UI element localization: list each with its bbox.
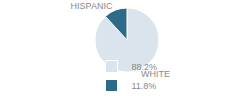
svg-text:88.2%: 88.2%: [132, 62, 158, 72]
svg-text:11.8%: 11.8%: [132, 81, 157, 91]
svg-text:HISPANIC: HISPANIC: [71, 1, 113, 11]
svg-text:WHITE: WHITE: [141, 69, 171, 80]
